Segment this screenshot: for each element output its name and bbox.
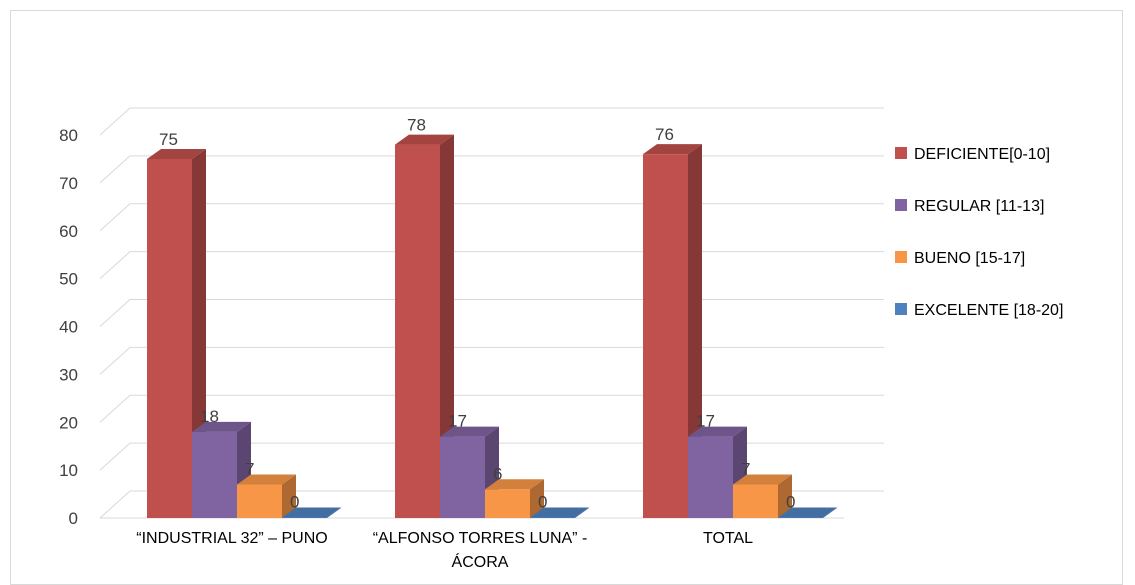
bar: [282, 517, 327, 518]
x-tick-label: “ALFONSO TORRES LUNA” -: [373, 530, 588, 547]
bar-side: [823, 507, 837, 518]
bar-top: [530, 507, 589, 518]
x-tick-label: “INDUSTRIAL 32” – PUNO: [136, 530, 327, 547]
bar: [688, 436, 733, 518]
bar-top: [192, 421, 251, 432]
bar-top: [440, 426, 499, 437]
legend-label: DEFICIENTE[0-10]: [914, 146, 1050, 163]
gridline-side: [99, 299, 131, 327]
bar: [440, 436, 485, 518]
gridline-side: [99, 107, 131, 136]
y-tick-label: 50: [59, 270, 78, 289]
bar-side: [688, 144, 702, 518]
data-label: 6: [493, 464, 502, 483]
y-tick-label: 20: [59, 413, 78, 432]
bar-top: [733, 474, 792, 485]
x-tick-label: ÁCORA: [452, 552, 509, 571]
bar-top: [778, 507, 837, 518]
gridline-side: [99, 203, 131, 232]
legend-swatch: [895, 251, 907, 263]
bar-side: [778, 474, 792, 518]
gridline-side: [99, 251, 131, 279]
bar-top: [485, 479, 544, 490]
bar-top: [147, 148, 206, 159]
y-tick-label: 40: [59, 318, 78, 337]
data-label: 75: [159, 130, 178, 149]
bar: [733, 484, 778, 518]
bar-top: [643, 144, 702, 155]
legend-label: REGULAR [11-13]: [914, 198, 1044, 215]
bar-side: [575, 507, 589, 518]
bar-top: [237, 474, 296, 485]
y-tick-label: 80: [59, 126, 78, 145]
gridline-side: [99, 442, 131, 471]
data-label: 7: [245, 459, 254, 478]
bar: [643, 154, 688, 518]
data-label: 78: [407, 116, 426, 135]
bar-top: [395, 134, 454, 145]
data-label: 0: [290, 493, 299, 512]
legend-swatch: [895, 199, 907, 211]
gridline-side: [99, 155, 131, 184]
gridline-side: [99, 394, 131, 423]
x-tick-label: TOTAL: [703, 530, 753, 547]
gridline-side: [99, 347, 131, 375]
legend-label: BUENO [15-17]: [914, 250, 1025, 267]
legend-swatch: [895, 147, 907, 159]
data-label: 76: [655, 125, 674, 144]
bar: [485, 489, 530, 518]
data-label: 7: [741, 459, 750, 478]
y-tick-label: 0: [69, 509, 78, 528]
legend-swatch: [895, 303, 907, 315]
bar: [395, 144, 440, 518]
data-label: 0: [538, 493, 547, 512]
bar-side: [530, 479, 544, 518]
bar: [237, 484, 282, 518]
bar: [192, 431, 237, 518]
y-tick-label: 30: [59, 365, 78, 384]
legend-label: EXCELENTE [18-20]: [914, 302, 1063, 319]
data-label: 17: [696, 412, 715, 431]
bar-side: [282, 474, 296, 518]
bar-top: [688, 426, 747, 437]
bar: [147, 158, 192, 518]
bar-side: [440, 134, 454, 518]
bar: [530, 517, 575, 518]
gridline-side: [99, 490, 131, 519]
bar-top: [282, 507, 341, 518]
bar-side: [327, 507, 341, 518]
data-label: 18: [200, 407, 219, 426]
y-tick-label: 70: [59, 174, 78, 193]
data-label: 0: [786, 493, 795, 512]
y-tick-label: 60: [59, 222, 78, 241]
data-label: 17: [448, 412, 467, 431]
bar: [778, 517, 823, 518]
y-tick-label: 10: [59, 461, 78, 480]
